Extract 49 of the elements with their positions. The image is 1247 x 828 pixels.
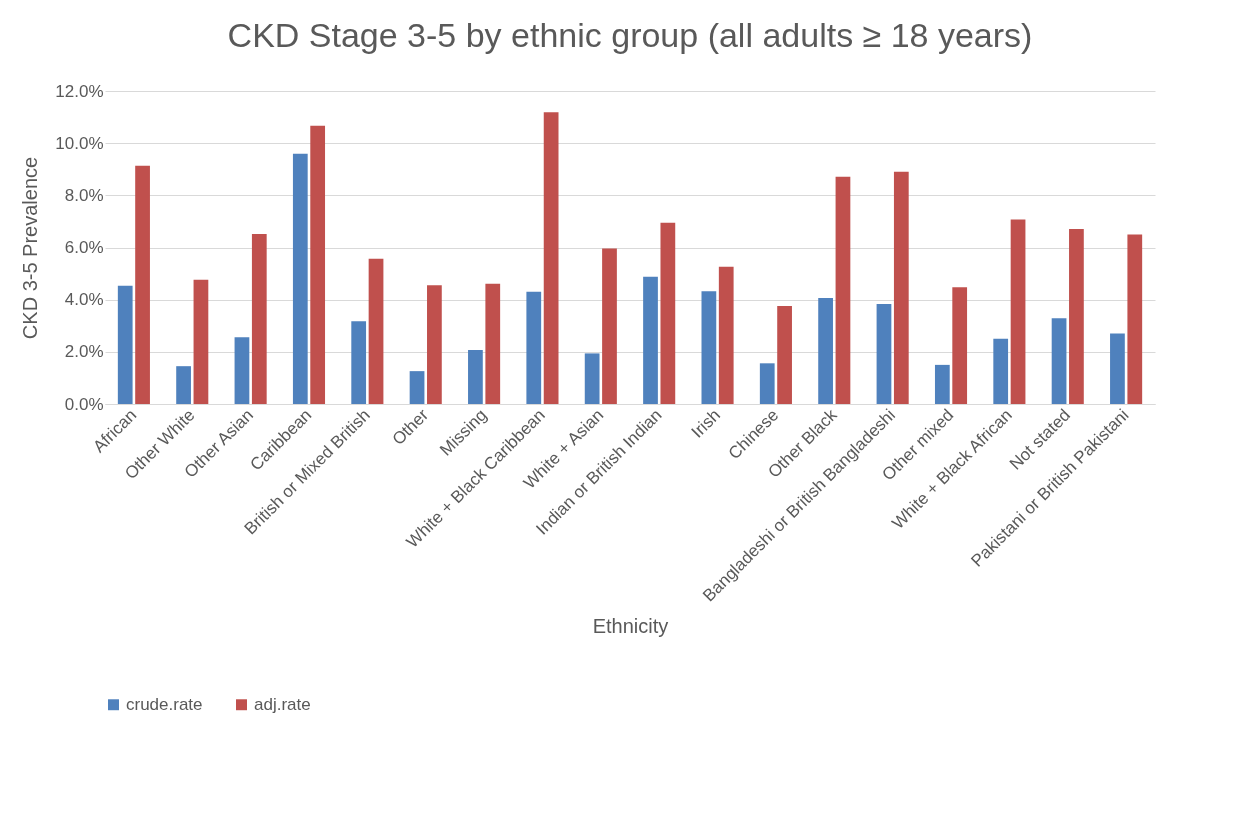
bar [952,287,968,404]
bar [485,283,501,404]
bar [368,258,384,404]
bar [818,298,833,404]
y-tick-label: 12.0% [55,81,104,101]
bar [934,364,950,404]
y-tick-label: 0.0% [64,394,104,414]
bar [777,305,792,404]
y-axis-title: CKD 3-5 Prevalence [19,156,42,340]
chart-title: CKD Stage 3-5 by ethnic group (all adults ≥ 18 years) [227,16,1033,54]
bar [427,285,442,404]
bar [660,222,676,404]
y-tick-label: 8.0% [64,185,104,205]
bar [643,276,658,404]
bar [1069,228,1084,404]
legend-label: crude.rate [126,694,203,714]
bar [409,371,425,404]
bar [251,233,267,404]
bar [292,153,308,404]
bar [117,285,133,404]
bar [310,125,326,404]
bar [876,304,892,404]
bar [835,176,851,404]
y-tick-label: 4.0% [64,290,104,310]
bar [701,291,717,404]
bar [1051,318,1067,404]
bar [193,279,209,404]
legend-label: adj.rate [254,694,311,714]
y-tick-label: 10.0% [55,133,104,153]
y-tick-label: 6.0% [64,238,104,257]
y-tick-label: 2.0% [64,342,104,362]
bar [584,353,600,404]
bar [893,171,909,404]
bar [993,338,1009,404]
bar [1110,333,1125,404]
bar [718,266,734,404]
x-tick-label: Irish [687,405,724,442]
bar [602,248,617,404]
bar [1127,234,1143,404]
bar [176,366,191,404]
x-axis-title: Ethnicity [592,614,669,637]
bar [135,165,150,404]
bar [234,337,250,404]
bar [468,350,483,404]
bar [351,321,367,404]
bar [759,363,775,404]
bar [543,112,559,404]
bar [526,291,542,404]
bar [1010,219,1026,404]
